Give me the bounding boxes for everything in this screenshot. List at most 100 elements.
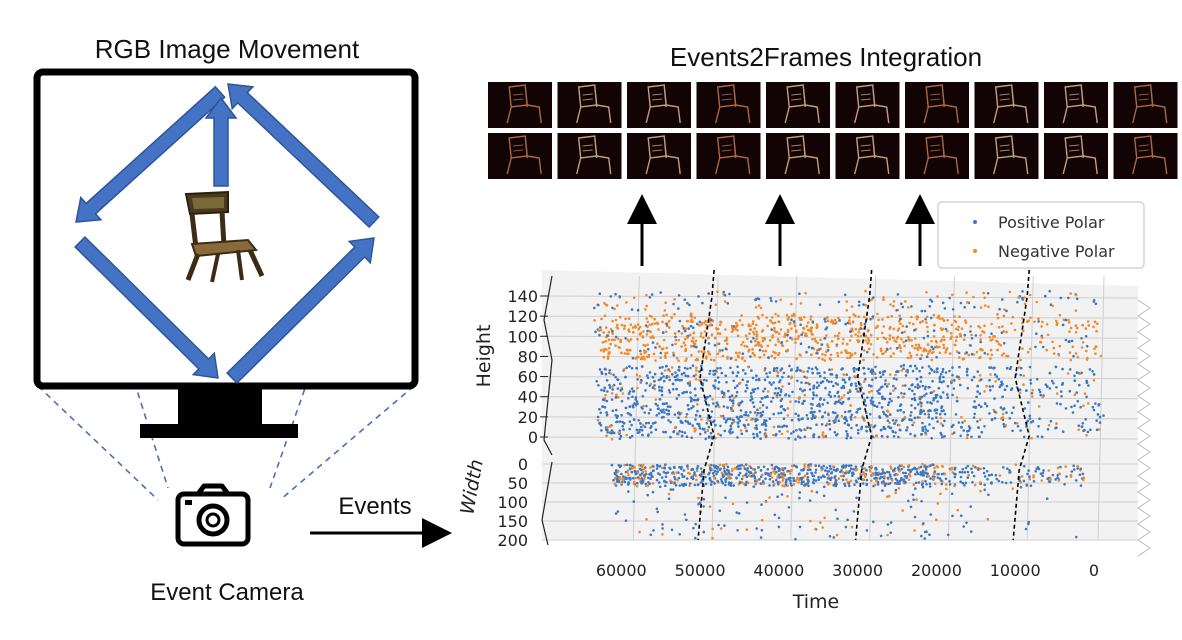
point-positive bbox=[663, 411, 666, 414]
point-negative bbox=[662, 314, 665, 318]
point-positive bbox=[816, 372, 819, 375]
point-negative bbox=[713, 336, 717, 340]
point-positive bbox=[990, 418, 994, 421]
point-positive bbox=[921, 474, 924, 477]
point-positive bbox=[821, 380, 825, 383]
point-positive bbox=[816, 381, 819, 384]
point-negative bbox=[958, 315, 961, 319]
point-positive bbox=[1054, 478, 1057, 481]
point-positive bbox=[787, 375, 790, 378]
point-positive bbox=[673, 466, 676, 470]
point-positive bbox=[774, 300, 778, 303]
point-negative bbox=[989, 339, 993, 342]
point-positive bbox=[799, 323, 802, 327]
point-negative bbox=[1082, 404, 1085, 408]
width-axis-line bbox=[541, 461, 553, 546]
point-positive bbox=[678, 484, 682, 487]
point-negative bbox=[955, 350, 959, 353]
point-positive bbox=[876, 473, 880, 477]
point-negative bbox=[736, 354, 740, 358]
point-positive bbox=[964, 481, 968, 485]
point-negative bbox=[673, 426, 677, 430]
point-positive bbox=[684, 374, 687, 378]
point-positive bbox=[728, 395, 732, 399]
point-negative bbox=[1095, 329, 1098, 333]
point-positive bbox=[798, 292, 801, 296]
point-positive bbox=[844, 415, 847, 419]
point-negative bbox=[623, 324, 626, 328]
point-negative bbox=[907, 478, 911, 482]
point-positive bbox=[765, 372, 768, 375]
point-negative bbox=[803, 463, 806, 466]
point-positive bbox=[702, 505, 705, 508]
point-negative bbox=[606, 357, 610, 360]
point-negative bbox=[835, 533, 839, 537]
point-positive bbox=[614, 335, 618, 339]
point-positive bbox=[639, 349, 642, 353]
point-negative bbox=[829, 353, 833, 357]
point-negative bbox=[898, 314, 901, 318]
point-positive bbox=[763, 420, 766, 424]
point-positive bbox=[716, 465, 720, 469]
point-negative bbox=[885, 409, 889, 413]
point-positive bbox=[846, 518, 849, 522]
point-negative bbox=[926, 343, 930, 346]
point-positive bbox=[596, 415, 600, 419]
width-tick-label: 50 bbox=[508, 474, 528, 493]
point-negative bbox=[699, 335, 703, 338]
point-negative bbox=[631, 326, 635, 329]
point-negative bbox=[898, 470, 901, 473]
point-positive bbox=[680, 430, 684, 434]
point-negative bbox=[774, 351, 777, 355]
point-positive bbox=[719, 478, 723, 481]
point-positive bbox=[605, 428, 608, 432]
point-negative bbox=[769, 473, 772, 476]
point-positive bbox=[843, 421, 847, 425]
point-positive bbox=[600, 372, 604, 375]
point-positive bbox=[737, 473, 741, 477]
point-positive bbox=[692, 345, 696, 348]
point-positive bbox=[924, 428, 927, 431]
point-negative bbox=[777, 332, 781, 336]
point-positive bbox=[942, 375, 945, 379]
point-positive bbox=[1059, 296, 1063, 300]
point-negative bbox=[936, 346, 939, 349]
point-positive bbox=[940, 472, 944, 476]
point-positive bbox=[939, 396, 943, 400]
point-negative bbox=[918, 416, 922, 419]
point-positive bbox=[849, 415, 853, 419]
point-positive bbox=[676, 373, 679, 377]
legend-label-positive: Positive Polar bbox=[998, 213, 1105, 232]
point-positive bbox=[755, 378, 758, 382]
point-negative bbox=[925, 321, 928, 324]
point-positive bbox=[936, 295, 939, 298]
point-positive bbox=[834, 469, 837, 472]
point-positive bbox=[790, 432, 793, 435]
point-negative bbox=[922, 347, 926, 351]
point-positive bbox=[950, 425, 954, 429]
point-negative bbox=[842, 338, 845, 341]
point-negative bbox=[815, 326, 818, 330]
point-negative bbox=[725, 336, 729, 340]
point-positive bbox=[930, 402, 933, 405]
point-negative bbox=[647, 355, 650, 359]
point-positive bbox=[814, 479, 818, 482]
point-positive bbox=[621, 424, 624, 428]
point-positive bbox=[982, 291, 985, 295]
point-positive bbox=[869, 317, 872, 321]
point-positive bbox=[710, 480, 714, 484]
point-positive bbox=[780, 493, 784, 496]
point-negative bbox=[805, 376, 808, 380]
point-positive bbox=[925, 471, 928, 475]
point-positive bbox=[763, 387, 767, 391]
point-positive bbox=[938, 375, 942, 379]
point-positive bbox=[823, 475, 826, 479]
point-positive bbox=[920, 433, 924, 436]
point-positive bbox=[874, 466, 878, 470]
point-positive bbox=[660, 376, 663, 380]
point-negative bbox=[780, 432, 784, 436]
point-positive bbox=[722, 475, 725, 478]
point-positive bbox=[983, 351, 987, 355]
point-negative bbox=[927, 474, 930, 478]
point-positive bbox=[716, 479, 719, 483]
